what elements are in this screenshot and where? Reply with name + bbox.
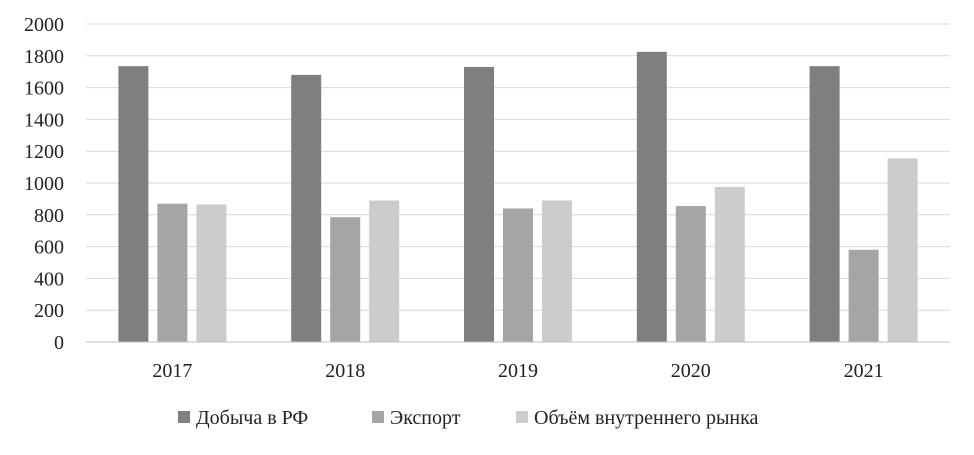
bar-1-2017 bbox=[118, 66, 149, 342]
bar-2-2021 bbox=[848, 249, 879, 342]
bar-3-2019 bbox=[542, 200, 572, 342]
bar-2-2017 bbox=[157, 203, 188, 342]
y-tick-label: 200 bbox=[34, 300, 64, 322]
gridlines bbox=[86, 23, 950, 311]
bar-1-2020 bbox=[636, 51, 667, 342]
x-tick-label: 2019 bbox=[498, 360, 538, 382]
legend: Добыча в РФ Экспорт Объём внутреннего рынк… bbox=[178, 407, 759, 429]
legend-swatch bbox=[516, 411, 528, 423]
bar-3-2020 bbox=[714, 186, 745, 342]
y-tick-label: 0 bbox=[54, 332, 64, 354]
bar-1-2019 bbox=[464, 66, 494, 343]
y-tick-label: 600 bbox=[34, 237, 64, 259]
legend-label: Добыча в РФ bbox=[196, 407, 308, 429]
bar-2-2018 bbox=[330, 217, 361, 342]
bar-2-2020 bbox=[675, 206, 706, 342]
y-axis-ticks: 0 200 400 600 800 1000 1200 1400 1600 1800 2000 bbox=[24, 14, 64, 354]
x-tick-label: 2020 bbox=[671, 360, 711, 382]
bar-3-2017 bbox=[196, 204, 227, 342]
x-tick-label: 2017 bbox=[152, 360, 192, 382]
bars bbox=[118, 51, 918, 343]
y-tick-label: 800 bbox=[34, 205, 64, 227]
bar-1-2018 bbox=[291, 74, 322, 342]
bar-2-2019 bbox=[503, 208, 533, 342]
legend-label: Объём внутреннего рынка bbox=[534, 407, 759, 429]
y-tick-label: 1000 bbox=[24, 173, 64, 195]
x-tick-label: 2021 bbox=[844, 360, 884, 382]
bar-1-2021 bbox=[809, 66, 840, 342]
y-tick-label: 1400 bbox=[24, 109, 64, 131]
y-tick-label: 2000 bbox=[24, 14, 64, 36]
x-tick-label: 2018 bbox=[325, 360, 365, 382]
x-axis-ticks: 2017 2018 2019 2020 2021 bbox=[152, 360, 883, 382]
bar-3-2021 bbox=[887, 158, 918, 342]
bar-3-2018 bbox=[369, 200, 400, 342]
y-tick-label: 400 bbox=[34, 268, 64, 290]
y-tick-label: 1800 bbox=[24, 46, 64, 68]
legend-swatch bbox=[178, 411, 190, 423]
y-tick-label: 1200 bbox=[24, 141, 64, 163]
y-tick-label: 1600 bbox=[24, 78, 64, 100]
legend-swatch bbox=[372, 411, 384, 423]
legend-label: Экспорт bbox=[390, 407, 461, 429]
